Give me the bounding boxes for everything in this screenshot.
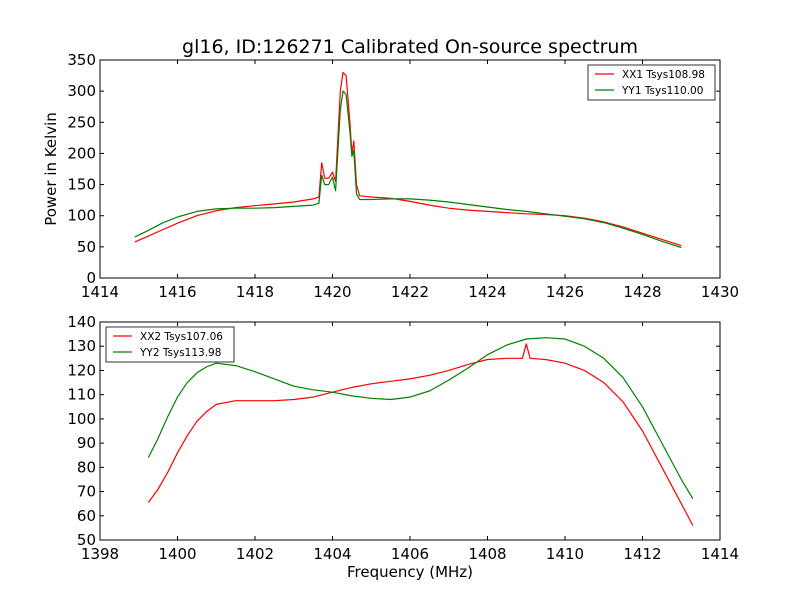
legend-top: XX1 Tsys108.98 YY1 Tsys110.00	[587, 64, 716, 101]
legend-label-xx2: XX2 Tsys107.06	[140, 331, 223, 343]
y-tick-label: 100	[67, 207, 96, 225]
series-line-top-1	[134, 90, 682, 249]
y-tick-label: 60	[77, 507, 96, 525]
x-tick-label: 1414	[81, 283, 119, 301]
series-line-bottom-1	[147, 337, 694, 500]
x-tick-label: 1416	[158, 283, 196, 301]
x-tick-label: 1408	[468, 545, 506, 563]
y-tick-label: 50	[77, 238, 96, 256]
y-tick-label: 0	[86, 269, 96, 287]
plot-top-lines	[134, 71, 682, 249]
legend-label-yy2: YY2 Tsys113.98	[139, 347, 221, 359]
x-tick-label: 1412	[623, 545, 661, 563]
x-tick-label: 1428	[623, 283, 661, 301]
legend-bottom: XX2 Tsys107.06 YY2 Tsys113.98	[105, 326, 235, 363]
y-tick-label: 70	[77, 483, 96, 501]
x-tick-label: 1406	[391, 545, 429, 563]
legend-bottom-box	[105, 326, 235, 363]
x-axis-label: Frequency (MHz)	[347, 563, 473, 581]
x-tick-label: 1418	[236, 283, 274, 301]
plot-top-ticks: 1414 1416 1418 1420 1422 1424 1426 1428 1430 0 50 1…	[67, 51, 739, 301]
x-tick-label: 1410	[546, 545, 584, 563]
y-tick-label: 100	[67, 410, 96, 428]
y-tick-label: 50	[77, 531, 96, 549]
y-tick-label: 80	[77, 458, 96, 476]
x-tick-label: 1402	[236, 545, 274, 563]
x-tick-label: 1404	[313, 545, 351, 563]
y-tick-label: 130	[67, 337, 96, 355]
x-tick-label: 1414	[701, 545, 739, 563]
plot-top: 1414 1416 1418 1420 1422 1424 1426 1428 1430 0 50 1…	[42, 51, 739, 301]
y-tick-label: 200	[67, 144, 96, 162]
y-tick-label: 250	[67, 113, 96, 131]
x-tick-label: 1420	[313, 283, 351, 301]
y-tick-label: 300	[67, 82, 96, 100]
legend-top-box	[587, 64, 716, 101]
x-tick-label: 1422	[391, 283, 429, 301]
plot-bottom: 1398 1400 1402 1404 1406 1408 1410 1412 1414 50 60…	[67, 313, 739, 581]
y-tick-label: 90	[77, 434, 96, 452]
plot-bottom-ticks: 1398 1400 1402 1404 1406 1408 1410 1412 1414 50 60…	[67, 313, 739, 563]
x-tick-label: 1426	[546, 283, 584, 301]
y-tick-label: 140	[67, 313, 96, 331]
y-tick-label: 110	[67, 386, 96, 404]
series-line-bottom-0	[147, 343, 694, 526]
figure-title: gl16, ID:126271 Calibrated On-source spe…	[182, 36, 638, 58]
x-tick-label: 1398	[81, 545, 119, 563]
x-tick-label: 1430	[701, 283, 739, 301]
x-tick-label: 1400	[158, 545, 196, 563]
y-tick-label: 120	[67, 361, 96, 379]
plot-bottom-lines	[147, 337, 694, 526]
x-tick-label: 1424	[468, 283, 506, 301]
y-tick-label: 350	[67, 51, 96, 69]
legend-label-xx1: XX1 Tsys108.98	[622, 69, 705, 81]
y-axis-label: Power in Kelvin	[42, 112, 60, 226]
legend-label-yy1: YY1 Tsys110.00	[621, 85, 703, 97]
y-tick-label: 150	[67, 176, 96, 194]
